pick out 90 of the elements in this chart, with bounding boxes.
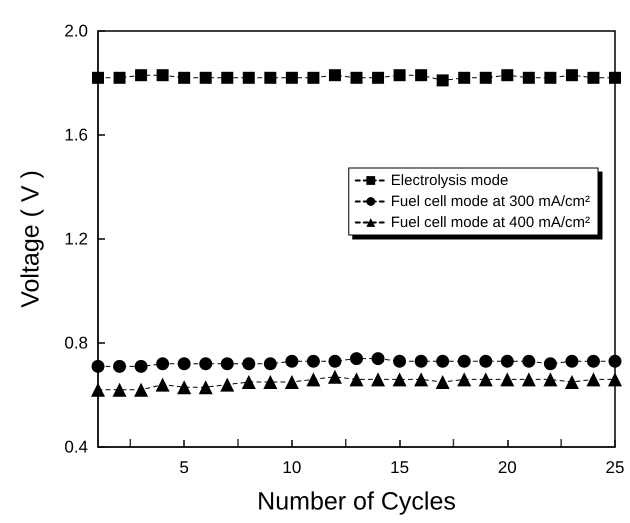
point [458,72,470,84]
x-tick-label: 10 [282,458,302,477]
point [586,354,600,368]
point [134,360,148,373]
point [178,72,190,84]
point [242,72,255,84]
point [328,69,341,82]
y-tick-label: 1.6 [64,126,88,144]
point [286,72,298,84]
point [436,74,449,86]
point [242,357,256,370]
point [178,357,191,370]
point [608,372,622,386]
point [92,360,104,373]
point [156,378,170,392]
point [156,69,169,82]
point [500,372,514,386]
point [501,69,514,82]
point [543,372,558,386]
point [414,354,428,368]
y-axis-title: Voltage ( V ) [16,170,44,308]
point [134,382,148,397]
x-tick-label: 5 [179,458,189,477]
point [264,72,276,84]
point [522,354,536,368]
point [199,357,212,370]
point [522,372,536,386]
point [113,360,126,373]
point [306,354,320,368]
x-axis-title: Number of Cycles [257,488,456,516]
point [564,375,579,389]
point [478,372,493,386]
point [480,72,492,84]
point [220,357,234,370]
point [394,69,406,82]
point [112,382,127,397]
point [393,354,406,368]
legend-label: Fuel cell mode at 300 mA/cm² [390,193,590,210]
point [114,72,126,84]
point [372,352,385,366]
y-tick-label: 2.0 [64,22,88,40]
point [350,372,364,386]
point [544,72,556,84]
point [436,354,450,368]
point [522,72,535,84]
point [350,352,363,366]
point [414,372,428,386]
point [457,372,472,386]
x-tick-label: 20 [498,458,517,477]
y-tick-label: 1.2 [64,230,88,248]
point [220,378,234,392]
legend-label: Electrolysis mode [390,172,508,189]
point [263,375,278,389]
point [200,72,212,84]
point [221,72,234,84]
point [284,375,299,389]
point [285,354,298,368]
point [198,380,213,394]
point [500,354,514,368]
point [415,69,428,82]
y-tick-label: 0.8 [64,334,88,352]
point [371,372,386,386]
point [544,357,557,370]
point [135,69,148,82]
legend-label: Fuel cell mode at 400 mA/cm² [390,214,590,231]
point [91,382,105,397]
y-tick-label: 0.4 [64,438,88,456]
point [372,72,384,84]
point [436,375,450,389]
point [609,72,621,84]
point [392,372,407,386]
point [608,354,622,368]
point [479,354,492,368]
point [307,72,320,84]
x-tick-label: 25 [606,458,624,477]
point [328,354,342,368]
point [565,354,578,368]
point [566,69,578,82]
x-tick-label: 15 [390,458,410,477]
point [458,354,471,368]
point [350,72,362,84]
point [242,375,256,389]
point [587,72,600,84]
point [156,357,170,370]
point [92,72,104,84]
point [586,372,600,386]
point [264,357,277,370]
point [328,370,342,384]
point [306,372,320,386]
point [177,380,192,394]
